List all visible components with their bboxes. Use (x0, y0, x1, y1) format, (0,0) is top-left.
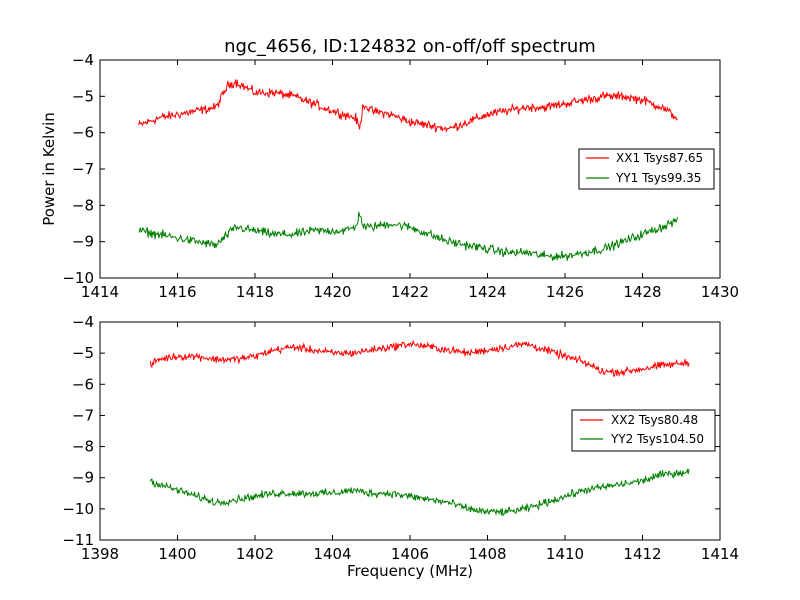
series-lines (149, 339, 690, 517)
axis-ticks: 1398 1400 1402 1404 1406 1408 1410 1412 1414 −4 −5… (62, 313, 739, 563)
x-tick-label: 1406 (391, 545, 429, 563)
series-line-xx2 (149, 339, 690, 378)
x-tick-label: 1430 (701, 283, 739, 301)
x-tick-label: 1418 (236, 283, 274, 301)
y-axis-label: Power in Kelvin (40, 112, 58, 226)
y-tick-label: −9 (72, 469, 94, 487)
axis-ticks: 1414 1416 1418 1420 1422 1424 1426 1428 1430 −4 −5… (62, 51, 739, 301)
series-line-yy1 (138, 211, 678, 261)
y-tick-label: −7 (72, 406, 94, 424)
x-tick-label: 1408 (468, 545, 506, 563)
y-tick-label: −8 (72, 438, 94, 456)
x-tick-label: 1412 (623, 545, 661, 563)
y-tick-label: −5 (72, 344, 94, 362)
x-tick-label: 1400 (158, 545, 196, 563)
x-tick-label: 1404 (313, 545, 351, 563)
series-line-xx1 (138, 78, 678, 133)
x-tick-label: 1410 (546, 545, 584, 563)
y-tick-label: −7 (72, 160, 94, 178)
legend-label-yy2: YY2 Tsys104.50 (610, 432, 704, 446)
legend-label-yy1: YY1 Tsys99.35 (615, 171, 701, 185)
legend-label-xx2: XX2 Tsys80.48 (611, 413, 698, 427)
x-tick-label: 1424 (468, 283, 506, 301)
y-tick-label: −5 (72, 87, 94, 105)
x-tick-label: 1402 (236, 545, 274, 563)
y-tick-label: −9 (72, 233, 94, 251)
legend-box (578, 148, 715, 190)
x-tick-label: 1428 (623, 283, 661, 301)
x-tick-label: 1398 (81, 545, 119, 563)
legend: XX1 Tsys87.65 YY1 Tsys99.35 (578, 148, 715, 190)
series-lines (138, 78, 678, 261)
plot-frame (99, 59, 721, 279)
x-tick-label: 1414 (81, 283, 119, 301)
x-tick-label: 1420 (313, 283, 351, 301)
y-tick-label: −10 (62, 269, 94, 287)
bottom-chart: Frequency (MHz) 1398 1400 1402 1404 1406 1408… (62, 313, 739, 580)
legend-box (571, 409, 716, 452)
y-tick-label: −4 (72, 51, 94, 69)
chart-title: ngc_4656, ID:124832 on-off/off spectrum (224, 36, 596, 57)
plot-frame (99, 321, 721, 541)
y-tick-label: −11 (62, 531, 94, 549)
y-tick-label: −4 (72, 313, 94, 331)
x-tick-label: 1426 (546, 283, 584, 301)
legend: XX2 Tsys80.48 YY2 Tsys104.50 (571, 409, 716, 452)
legend-label-xx1: XX1 Tsys87.65 (616, 151, 703, 165)
x-axis-label: Frequency (MHz) (347, 562, 473, 580)
y-tick-label: −8 (72, 196, 94, 214)
y-tick-label: −6 (72, 124, 94, 142)
series-line-yy2 (149, 468, 690, 517)
x-tick-label: 1422 (391, 283, 429, 301)
y-tick-label: −6 (72, 375, 94, 393)
top-chart: ngc_4656, ID:124832 on-off/off spectrum … (40, 36, 739, 301)
x-tick-label: 1416 (158, 283, 196, 301)
y-tick-label: −10 (62, 500, 94, 518)
x-tick-label: 1414 (701, 545, 739, 563)
